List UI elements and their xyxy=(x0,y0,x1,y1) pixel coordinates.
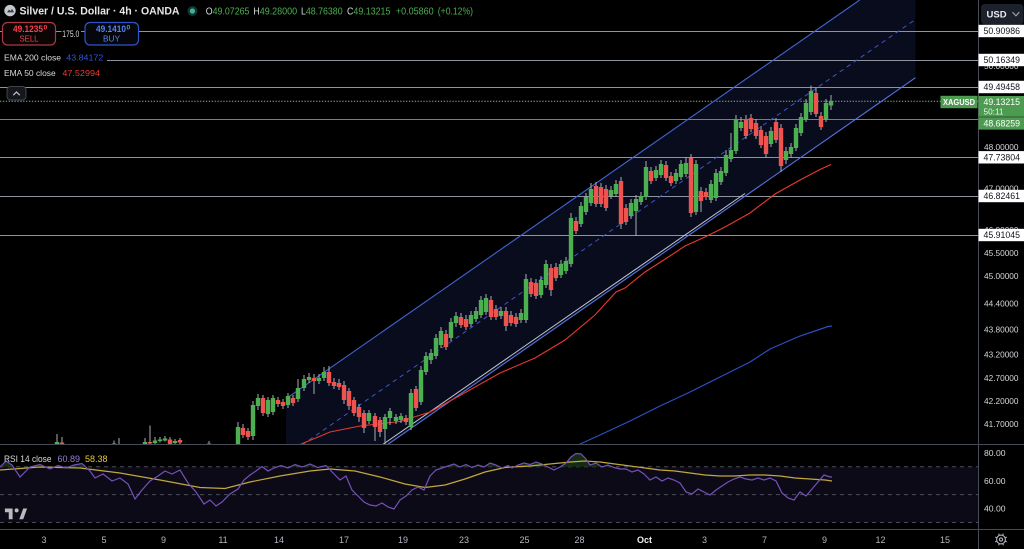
svg-text:9: 9 xyxy=(822,535,827,545)
svg-text:Oct: Oct xyxy=(637,535,652,545)
svg-text:47.73804: 47.73804 xyxy=(984,152,1021,162)
svg-text:0: 0 xyxy=(127,25,131,32)
svg-text:49.1410: 49.1410 xyxy=(96,24,126,34)
svg-text:175.0: 175.0 xyxy=(62,29,79,39)
svg-text:28: 28 xyxy=(574,535,584,545)
svg-text:EMA 50 close: EMA 50 close xyxy=(4,68,56,78)
svg-text:9: 9 xyxy=(161,535,166,545)
svg-text:42.20000: 42.20000 xyxy=(984,396,1019,406)
svg-text:43.84172: 43.84172 xyxy=(66,53,103,63)
svg-text:40.00: 40.00 xyxy=(984,504,1006,514)
svg-text:60.89: 60.89 xyxy=(58,454,81,464)
svg-text:SELL: SELL xyxy=(20,34,39,44)
svg-text:49.49458: 49.49458 xyxy=(984,82,1021,92)
svg-text:RSI 14 close: RSI 14 close xyxy=(4,454,52,464)
svg-text:Silver / U.S. Dollar · 4h · OA: Silver / U.S. Dollar · 4h · OANDA xyxy=(20,6,180,18)
svg-text:48.68259: 48.68259 xyxy=(984,119,1021,129)
svg-text:43.80000: 43.80000 xyxy=(984,325,1019,335)
svg-text:14: 14 xyxy=(274,535,284,545)
svg-text:O49.07265: O49.07265 xyxy=(206,6,250,17)
svg-text:EMA 200 close: EMA 200 close xyxy=(4,53,61,63)
svg-text:7: 7 xyxy=(762,535,767,545)
svg-text:0: 0 xyxy=(44,25,48,32)
svg-text:5: 5 xyxy=(101,535,106,545)
svg-text:3: 3 xyxy=(41,535,46,545)
svg-text:50.90986: 50.90986 xyxy=(984,26,1021,36)
svg-text:45.91045: 45.91045 xyxy=(984,230,1021,240)
svg-text:43.20000: 43.20000 xyxy=(984,350,1019,360)
svg-text:58.38: 58.38 xyxy=(85,454,108,464)
svg-text:49.13215: 49.13215 xyxy=(984,97,1021,107)
svg-text:60.00: 60.00 xyxy=(984,476,1006,486)
svg-text:25: 25 xyxy=(519,535,529,545)
svg-text:(+0.12%): (+0.12%) xyxy=(438,6,473,17)
svg-text:H49.28000: H49.28000 xyxy=(253,6,297,17)
svg-text:41.70000: 41.70000 xyxy=(984,419,1019,429)
svg-text:15: 15 xyxy=(940,535,950,545)
svg-text:47.00000: 47.00000 xyxy=(984,183,1019,193)
svg-text:44.40000: 44.40000 xyxy=(984,299,1019,309)
svg-text:50.16349: 50.16349 xyxy=(984,55,1021,65)
svg-text:23: 23 xyxy=(459,535,469,545)
svg-text:46.82461: 46.82461 xyxy=(984,191,1021,201)
svg-text:45.50000: 45.50000 xyxy=(984,248,1019,258)
svg-text:BUY: BUY xyxy=(103,34,120,44)
svg-text:11: 11 xyxy=(218,535,227,545)
svg-text:USD: USD xyxy=(987,10,1007,21)
svg-text:47.52994: 47.52994 xyxy=(62,68,100,78)
svg-text:12: 12 xyxy=(875,535,885,545)
svg-text:C49.13215: C49.13215 xyxy=(347,6,391,17)
svg-text:80.00: 80.00 xyxy=(984,448,1006,458)
svg-text:45.00000: 45.00000 xyxy=(984,271,1019,281)
svg-text:L48.76380: L48.76380 xyxy=(301,6,343,17)
svg-text:XAGUSD: XAGUSD xyxy=(943,97,975,107)
svg-text:3: 3 xyxy=(702,535,707,545)
svg-text:+0.05860: +0.05860 xyxy=(396,6,434,17)
svg-text:48.00000: 48.00000 xyxy=(984,142,1019,152)
svg-text:50:11: 50:11 xyxy=(984,107,1004,117)
svg-text:49.1235: 49.1235 xyxy=(13,24,43,34)
svg-text:42.70000: 42.70000 xyxy=(984,373,1019,383)
svg-text:19: 19 xyxy=(398,535,408,545)
svg-text:17: 17 xyxy=(339,535,349,545)
